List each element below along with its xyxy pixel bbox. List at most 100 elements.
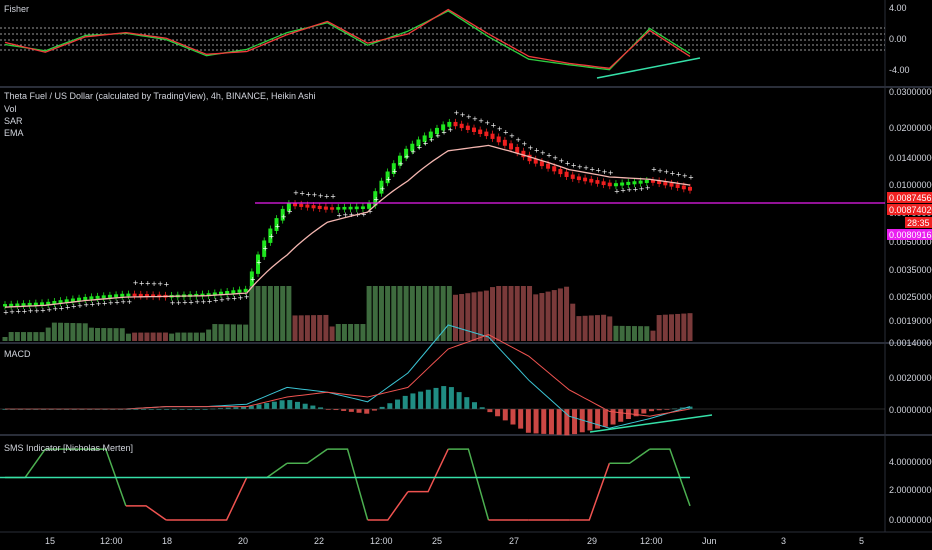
volume-bar (341, 323, 347, 341)
sar-dot: + (139, 279, 145, 287)
volume-bar (181, 332, 187, 341)
candle-body (638, 180, 643, 184)
candle-body (428, 131, 433, 138)
sar-dot: + (453, 109, 459, 117)
sar-dot: + (256, 259, 262, 267)
sar-dot: + (268, 233, 274, 241)
sar-dot: + (583, 164, 589, 172)
volume-bar (292, 315, 298, 341)
sar-dot: + (299, 190, 305, 198)
macd-hist-bar (441, 386, 447, 409)
sar-dot: + (231, 294, 237, 302)
candle-body (218, 291, 223, 295)
sms-line-segment (5, 448, 46, 479)
candle-body (546, 163, 551, 169)
volume-bar (613, 325, 619, 341)
volume-bar (354, 324, 360, 341)
candle-body (249, 271, 254, 292)
candle-body (484, 131, 489, 137)
candle-body (101, 295, 106, 299)
support-price-badge: 0.00809163 (889, 230, 932, 240)
candle-body (367, 203, 372, 209)
price-axis[interactable]: 0.03000000 0.02000000 0.01400000 0.01000… (889, 87, 932, 348)
volume-bar (409, 286, 415, 341)
sar-dot: + (9, 308, 15, 316)
macd-hist-bar (387, 403, 393, 409)
macd-hist-bar (533, 409, 539, 434)
candle-body (589, 178, 594, 183)
sar-dots: + + + + + + + + + + + + + + + + + + + + ++ + + + + ++ + + + + + + + + + + + +… (3, 109, 694, 316)
macd-hist-bar (572, 409, 578, 435)
candle-body (552, 166, 557, 172)
volume-bar (156, 332, 162, 341)
sar-dot: + (40, 307, 46, 315)
candle-body (373, 191, 378, 206)
volume-bar (82, 323, 88, 341)
macd-lines (0, 324, 885, 436)
macd-hist-bar (618, 409, 624, 422)
fisher-levels (0, 27, 885, 51)
candle-body (626, 181, 631, 185)
sar-dot: + (379, 185, 385, 193)
candle-body (70, 298, 75, 302)
volume-bar (230, 324, 236, 341)
candle-body (305, 204, 310, 208)
candles (3, 118, 692, 310)
candle-body (675, 184, 680, 188)
macd-hist-bar (194, 409, 200, 410)
time-tick: 5 (859, 536, 864, 546)
volume-bar (520, 286, 526, 341)
candle-body (459, 123, 464, 129)
candle-body (422, 135, 427, 142)
sar-dot: + (528, 144, 534, 152)
volume-bar (422, 286, 428, 341)
macd-hist-bar (187, 409, 193, 410)
volume-bar (446, 286, 452, 341)
macd-hist-bar (479, 407, 485, 409)
macd-hist-bar (287, 400, 293, 409)
sar-dot: + (83, 301, 89, 309)
sms-axis[interactable]: 4.00000000 2.00000000 0.00000000 (889, 457, 932, 525)
macd-hist-bar (418, 391, 424, 409)
time-axis[interactable]: 15 12:00 18 20 22 12:00 25 27 29 12:00 J… (45, 536, 864, 546)
candle-body (299, 203, 304, 207)
volume-bar (169, 333, 175, 341)
volume-bar (459, 294, 465, 341)
macd-hist-bar (225, 407, 231, 409)
macd-hist-bar (156, 409, 162, 410)
candle-body (280, 208, 285, 221)
volume-bar (681, 313, 687, 341)
volume-bar (607, 316, 613, 341)
price-tick: 0.00250000 (889, 292, 932, 302)
candle-body (317, 205, 322, 209)
macd-hist-bar (256, 404, 262, 409)
volume-bar (298, 315, 304, 341)
macd-hist-bar (548, 409, 554, 435)
candle-body (40, 302, 45, 306)
fisher-tick: -4.00 (889, 65, 910, 75)
volume-bar (662, 314, 668, 341)
macd-hist-bar (348, 409, 354, 412)
sar-dot: + (336, 211, 342, 219)
macd-axis[interactable]: 0.00200000 0.00000000 (889, 373, 932, 415)
candle-body (243, 288, 248, 292)
volume-bar (317, 315, 323, 341)
macd-hist-bar (541, 409, 547, 434)
volume-bar (477, 291, 483, 341)
sar-dot: + (441, 129, 447, 137)
volume-bar (199, 332, 205, 341)
candle-body (533, 158, 538, 164)
sar-dot: + (349, 211, 355, 219)
candle-body (237, 289, 242, 293)
candle-body (151, 294, 156, 298)
sar-dot: + (71, 303, 77, 311)
volume-bar (70, 323, 76, 341)
fisher-axis[interactable]: 4.00 0.00 -4.00 (889, 3, 910, 75)
macd-hist-bar (271, 401, 277, 409)
volume-bar (496, 286, 502, 341)
candle-body (144, 294, 149, 297)
macd-hist-bar (433, 387, 439, 409)
time-tick: 27 (509, 536, 519, 546)
candle-body (379, 180, 384, 194)
